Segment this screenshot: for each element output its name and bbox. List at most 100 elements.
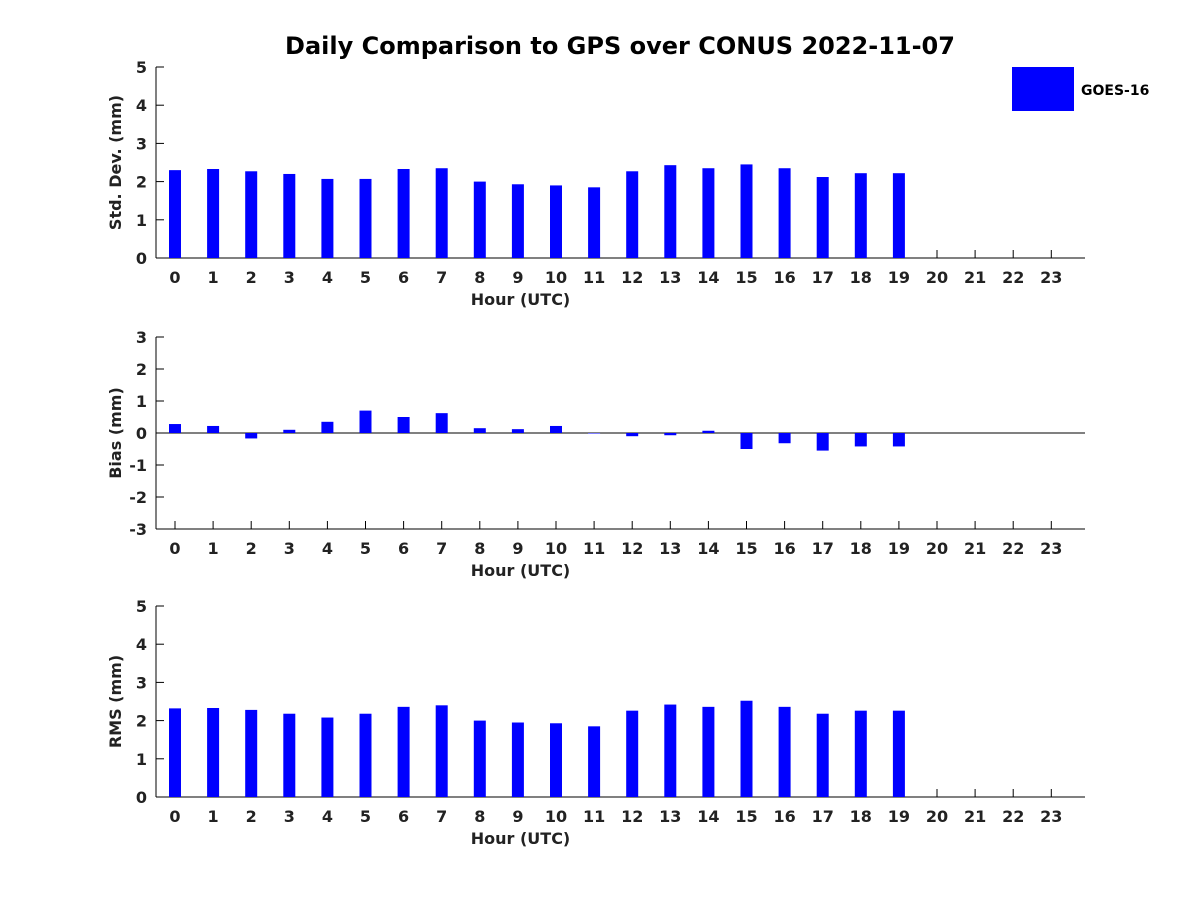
bar xyxy=(473,181,486,258)
bar xyxy=(207,707,220,797)
x-tick-label: 4 xyxy=(322,807,333,826)
y-axis-label: Bias (mm) xyxy=(106,387,125,479)
bar xyxy=(397,168,410,258)
bar xyxy=(588,187,601,258)
y-tick-label: -1 xyxy=(129,456,147,475)
x-tick-label: 3 xyxy=(284,539,295,558)
y-axis-label: Std. Dev. (mm) xyxy=(106,95,125,230)
bar xyxy=(435,413,448,433)
y-axis-label: RMS (mm) xyxy=(106,655,125,748)
x-tick-label: 13 xyxy=(659,539,681,558)
bar xyxy=(702,706,715,797)
x-tick-label: 22 xyxy=(1002,268,1024,287)
bar xyxy=(397,706,410,797)
x-axis-label: Hour (UTC) xyxy=(471,290,571,309)
bar xyxy=(702,168,715,258)
x-tick-label: 11 xyxy=(583,539,605,558)
bar xyxy=(321,421,334,433)
bar xyxy=(854,710,867,797)
bar xyxy=(473,720,486,797)
bar xyxy=(778,706,791,797)
x-tick-label: 20 xyxy=(926,807,948,826)
bar xyxy=(588,726,601,797)
y-tick-label: 4 xyxy=(136,96,147,115)
x-tick-label: 2 xyxy=(246,807,257,826)
x-tick-label: 14 xyxy=(697,807,719,826)
x-tick-label: 0 xyxy=(169,539,180,558)
x-tick-label: 22 xyxy=(1002,807,1024,826)
bar xyxy=(816,713,829,797)
x-tick-label: 9 xyxy=(512,539,523,558)
bar xyxy=(511,429,524,433)
y-tick-label: 0 xyxy=(136,788,147,807)
bar xyxy=(550,185,562,258)
bar xyxy=(740,700,753,797)
legend: GOES-16 xyxy=(1012,67,1149,111)
bar xyxy=(626,171,639,258)
x-tick-label: 16 xyxy=(773,268,795,287)
x-tick-label: 8 xyxy=(474,807,485,826)
x-tick-label: 10 xyxy=(545,268,567,287)
bar xyxy=(778,168,791,258)
bar xyxy=(169,424,181,433)
bar xyxy=(169,708,181,797)
bar xyxy=(892,710,905,797)
x-tick-label: 6 xyxy=(398,807,409,826)
bar xyxy=(854,433,867,447)
bar xyxy=(359,178,372,258)
bar xyxy=(283,429,296,433)
bar xyxy=(892,433,905,447)
x-tick-label: 12 xyxy=(621,539,643,558)
x-tick-label: 13 xyxy=(659,807,681,826)
y-tick-label: 3 xyxy=(136,134,147,153)
y-tick-label: 5 xyxy=(136,58,147,77)
y-tick-label: 1 xyxy=(136,211,147,230)
x-tick-label: 5 xyxy=(360,268,371,287)
bar xyxy=(207,168,220,258)
x-tick-label: 9 xyxy=(512,807,523,826)
x-tick-label: 20 xyxy=(926,268,948,287)
y-tick-label: 0 xyxy=(136,249,147,268)
x-tick-label: 14 xyxy=(697,268,719,287)
x-tick-label: 10 xyxy=(545,539,567,558)
x-tick-label: 2 xyxy=(246,539,257,558)
x-tick-label: 21 xyxy=(964,807,986,826)
legend-swatch-goes-16 xyxy=(1012,67,1074,111)
bar xyxy=(702,430,715,433)
bar xyxy=(283,173,296,258)
bar xyxy=(207,425,220,433)
x-tick-label: 2 xyxy=(246,268,257,287)
y-tick-label: 5 xyxy=(136,597,147,616)
x-tick-label: 19 xyxy=(888,539,910,558)
x-tick-label: 7 xyxy=(436,268,447,287)
x-tick-label: 15 xyxy=(735,268,757,287)
x-tick-label: 10 xyxy=(545,807,567,826)
bar xyxy=(321,178,334,258)
bar xyxy=(321,717,334,797)
x-tick-label: 1 xyxy=(208,539,219,558)
x-tick-label: 6 xyxy=(398,268,409,287)
bar xyxy=(740,164,753,258)
x-tick-label: 3 xyxy=(284,807,295,826)
bar xyxy=(397,417,410,433)
x-tick-label: 17 xyxy=(812,268,834,287)
x-tick-label: 0 xyxy=(169,807,180,826)
x-tick-label: 4 xyxy=(322,539,333,558)
x-tick-label: 14 xyxy=(697,539,719,558)
x-tick-label: 5 xyxy=(360,539,371,558)
x-tick-label: 8 xyxy=(474,539,485,558)
x-tick-label: 21 xyxy=(964,539,986,558)
bar xyxy=(816,177,829,258)
bar xyxy=(664,704,677,797)
bar xyxy=(740,433,753,449)
bar xyxy=(511,184,524,258)
x-tick-label: 15 xyxy=(735,539,757,558)
x-tick-label: 20 xyxy=(926,539,948,558)
y-tick-label: 3 xyxy=(136,328,147,347)
